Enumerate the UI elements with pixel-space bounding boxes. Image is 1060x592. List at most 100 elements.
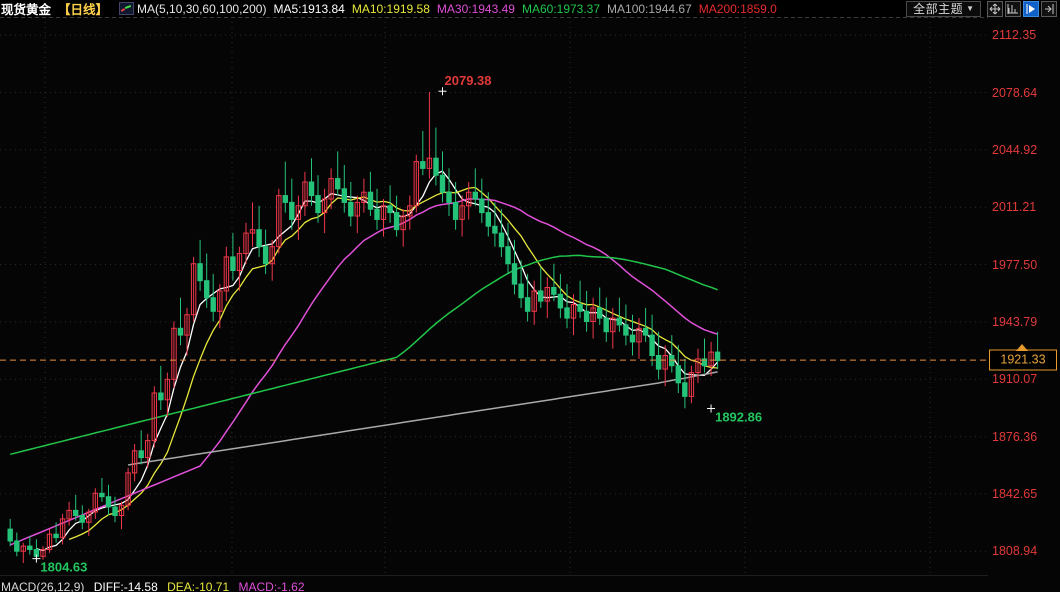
candle	[243, 232, 249, 255]
candle	[439, 174, 446, 193]
candle	[524, 297, 531, 312]
candle	[701, 358, 708, 367]
candle	[498, 232, 505, 248]
candle	[597, 307, 603, 319]
candle	[511, 263, 518, 285]
candle	[308, 181, 315, 197]
ma-line-ma30	[9, 198, 718, 546]
candle	[361, 191, 367, 203]
candle	[629, 334, 636, 343]
axis-tick: 2044.92	[992, 142, 1038, 157]
axis-tick: 2112.35	[992, 28, 1037, 43]
candle	[14, 540, 20, 552]
candle	[236, 253, 243, 271]
candle	[623, 324, 629, 336]
theme-selector[interactable]: 全部主题 ▼	[906, 0, 981, 17]
candle	[446, 191, 452, 203]
candle	[20, 545, 27, 552]
candle	[472, 191, 479, 200]
candle	[79, 515, 85, 523]
candle	[295, 205, 302, 220]
last-price-arrow-icon	[1016, 344, 1028, 352]
last-price-badge[interactable]: 1921.33	[989, 349, 1057, 371]
candle	[557, 293, 564, 309]
ma100-value: MA100:1944.67	[607, 1, 692, 16]
macd-diff-value: DIFF:-14.58	[93, 580, 158, 592]
candle	[53, 533, 59, 539]
axis-tick: 1943.79	[992, 314, 1038, 329]
candle	[321, 198, 328, 214]
svg-text:2079.38: 2079.38	[445, 73, 492, 88]
chart-exit-icon[interactable]	[1041, 0, 1057, 17]
chart-scale-icon[interactable]	[1005, 0, 1021, 17]
candle	[217, 290, 223, 312]
macd-macd-value: MACD:-1.62	[238, 580, 305, 592]
candle	[413, 161, 420, 207]
annotation-cross-icon	[438, 87, 447, 96]
candle	[99, 492, 105, 498]
candle	[544, 287, 550, 302]
candle	[636, 327, 642, 343]
candle	[479, 198, 485, 214]
candle	[262, 246, 269, 265]
axis-tick: 1808.94	[992, 544, 1038, 559]
candle	[59, 518, 66, 539]
candlestick-series	[7, 91, 721, 564]
ma-line-ma60	[10, 254, 718, 456]
candle	[590, 307, 596, 322]
candle	[230, 256, 236, 271]
candle	[492, 225, 498, 234]
candle	[682, 382, 688, 397]
crosshair-move-icon[interactable]	[987, 0, 1003, 17]
candle	[551, 287, 557, 295]
candle	[302, 181, 308, 207]
candle	[433, 157, 439, 176]
axis-tick: 1977.50	[992, 257, 1038, 272]
axis-tick: 2078.64	[992, 85, 1038, 100]
candle	[197, 263, 203, 282]
candle	[485, 212, 492, 227]
ma5-value: MA5:1913.84	[273, 1, 345, 16]
candle	[269, 246, 275, 265]
candle	[40, 549, 46, 557]
candle	[380, 205, 387, 220]
candle	[610, 317, 616, 333]
price-chart-svg: 2079.38 1804.63 1892.86	[0, 17, 988, 575]
candle	[426, 157, 433, 169]
candle	[282, 195, 289, 203]
symbol-name: 现货黄金	[1, 3, 52, 17]
candle	[354, 201, 361, 217]
candle	[695, 358, 701, 373]
candle	[73, 509, 79, 516]
candle	[66, 509, 72, 520]
macd-pane[interactable]: MACD(26,12,9) DIFF:-14.58 DEA:-10.71 MAC…	[0, 575, 1060, 592]
candle	[256, 229, 262, 248]
pane-divider	[0, 575, 988, 576]
candle	[151, 392, 158, 442]
candle	[531, 290, 537, 312]
candle	[642, 327, 649, 336]
candle	[27, 545, 33, 550]
macd-dea-value: DEA:-10.71	[167, 580, 230, 592]
candle	[420, 161, 426, 169]
ma-definition-label: MA(5,10,30,60,100,200)	[137, 1, 267, 16]
candle	[570, 304, 577, 319]
candle	[125, 472, 131, 506]
candle	[505, 246, 511, 265]
ma30-value: MA30:1943.49	[436, 1, 515, 16]
ma-indicator-icon[interactable]	[119, 2, 135, 15]
candle	[158, 392, 164, 401]
ma200-value: MA200:1859.0	[698, 1, 777, 16]
chart-shift-icon[interactable]	[1023, 0, 1039, 17]
candle	[190, 263, 197, 316]
price-axis[interactable]: 2112.35 2078.64 2044.92 2011.21 1977.50 1943.…	[988, 17, 1060, 575]
candle	[400, 215, 406, 231]
candle	[577, 304, 583, 312]
chart-header: 现货黄金 【日线】 MA(5,10,30,60,100,200) MA5:191…	[0, 0, 1060, 17]
chevron-down-icon: ▼	[966, 3, 974, 13]
price-chart-plot[interactable]: 2079.38 1804.63 1892.86	[0, 17, 988, 575]
candle	[145, 440, 151, 459]
candle	[564, 307, 570, 319]
candle	[393, 212, 400, 231]
